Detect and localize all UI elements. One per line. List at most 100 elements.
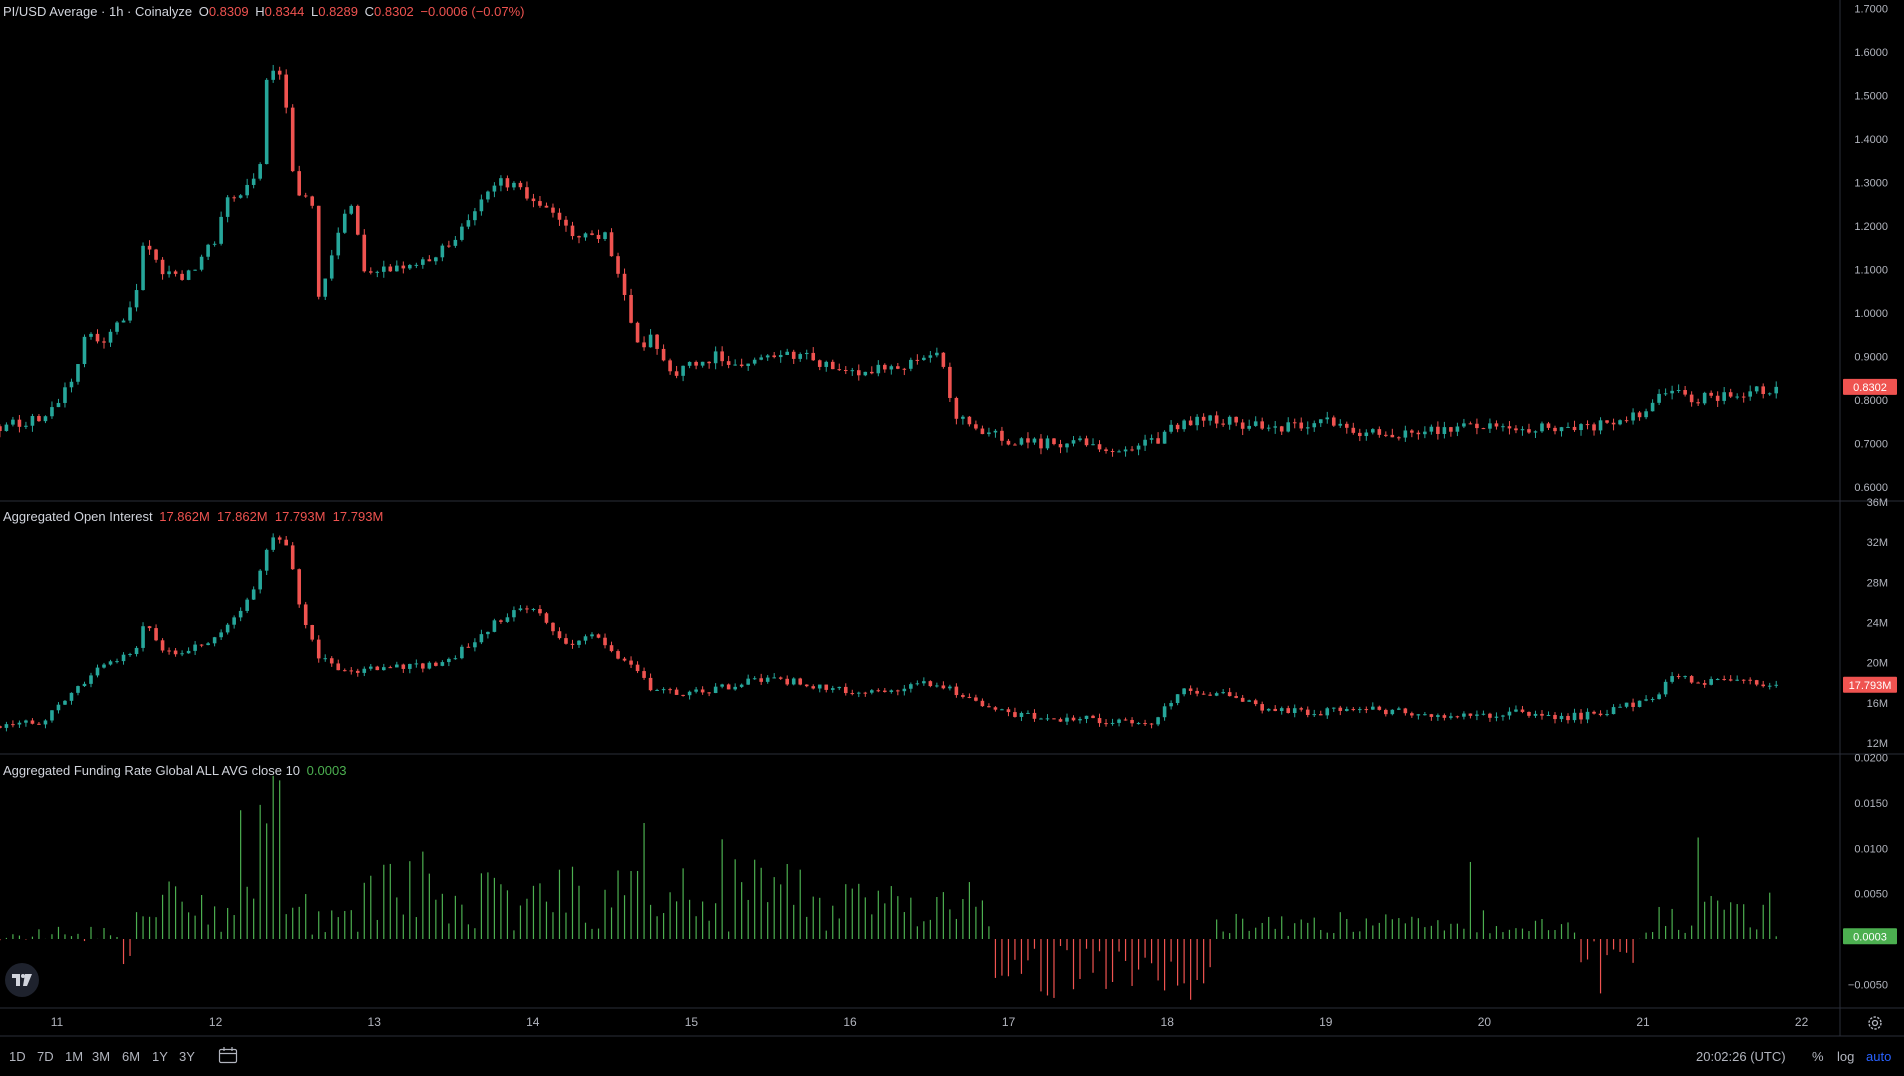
utc-clock[interactable]: 20:02:26 (UTC) — [1696, 1049, 1786, 1064]
price-candle — [310, 196, 315, 206]
timeframe-6m[interactable]: 6M — [122, 1049, 141, 1064]
price-candle — [876, 364, 881, 374]
axes: 1.7000 1.6000 1.5000 1.4000 1.3000 1.2000 1.10… — [0, 0, 1904, 1037]
price-candle — [277, 70, 282, 75]
price-candle — [1039, 438, 1043, 449]
oi-candle — [421, 663, 425, 669]
price-candle — [1169, 424, 1173, 432]
oi-candle — [791, 678, 796, 685]
oi-candle — [961, 695, 965, 697]
price-candle — [329, 255, 334, 279]
oi-candle — [1540, 713, 1544, 716]
oi-candle — [1000, 709, 1004, 711]
symbol-title[interactable]: PI/USD Average · 1h · Coinalyze — [3, 4, 193, 19]
oi-candle — [56, 704, 61, 711]
timeframe-1m[interactable]: 1M — [65, 1049, 84, 1064]
date-range-calendar-icon[interactable] — [218, 1046, 238, 1069]
price-candle — [1234, 416, 1238, 423]
oi-legend: Aggregated Open Interest 17.862M 17.862M… — [3, 509, 386, 524]
price-candle — [1344, 423, 1349, 428]
oi-candle — [1397, 708, 1401, 710]
oi-candle — [674, 689, 679, 695]
oi-candle — [557, 631, 562, 639]
timeframe-1y[interactable]: 1Y — [152, 1049, 168, 1064]
oi-candle — [1462, 713, 1466, 717]
price-tick-label: 1.6000 — [1854, 47, 1888, 59]
oi-candle — [531, 608, 536, 610]
price-candle — [785, 351, 790, 355]
oi-candle — [1709, 679, 1713, 685]
price-candle — [817, 360, 822, 367]
price-candle — [811, 352, 816, 361]
price-candle — [1605, 420, 1609, 423]
timeframe-3m[interactable]: 3M — [92, 1049, 111, 1064]
price-candle — [486, 191, 490, 200]
funding-rate-pane[interactable] — [0, 775, 1777, 1000]
oi-candle — [622, 658, 627, 661]
oi-candle — [1240, 697, 1245, 702]
price-candle — [1305, 427, 1310, 429]
oi-candle — [837, 686, 842, 689]
price-candle — [297, 171, 302, 196]
price-candle — [95, 333, 100, 342]
price-candle — [1553, 427, 1557, 432]
oi-candle — [108, 661, 113, 665]
oi-candle — [1364, 709, 1369, 711]
price-candle — [186, 270, 191, 280]
price-candle — [1084, 438, 1089, 446]
oi-candle — [69, 692, 74, 701]
price-candle — [1117, 451, 1121, 453]
oi-candle — [1390, 709, 1395, 715]
oi-candle — [1006, 709, 1011, 713]
price-candle — [1767, 393, 1772, 395]
open-interest-pane[interactable] — [0, 533, 1779, 732]
price-candle — [733, 364, 737, 366]
oi-candle — [30, 720, 35, 724]
price-candle — [974, 424, 978, 429]
price-candle — [11, 419, 15, 425]
oi-candle — [1572, 712, 1577, 721]
price-candle — [1273, 426, 1278, 428]
timeframe-7d[interactable]: 7D — [37, 1049, 54, 1064]
price-candle — [1403, 430, 1408, 438]
oi-candle — [1455, 716, 1460, 718]
settings-gear-icon[interactable] — [1866, 1014, 1884, 1037]
price-candle — [987, 432, 991, 435]
price-candle — [1559, 427, 1564, 432]
auto-scale-toggle[interactable]: auto — [1866, 1049, 1892, 1064]
price-candle — [909, 359, 913, 369]
price-candle — [557, 212, 562, 220]
price-candle — [1136, 445, 1141, 450]
price-candle — [1754, 386, 1759, 392]
price-candle — [603, 232, 607, 240]
oi-last-value-label: 17.793M — [1849, 680, 1892, 692]
calendar-glyph — [218, 1047, 238, 1064]
log-scale-toggle[interactable]: log — [1837, 1049, 1855, 1064]
oi-candle — [830, 688, 835, 690]
oi-title[interactable]: Aggregated Open Interest — [3, 509, 153, 524]
price-candle — [518, 182, 523, 188]
oi-candle — [1019, 712, 1024, 717]
price-candle — [1709, 392, 1713, 396]
price-candle — [1351, 427, 1356, 433]
price-candle — [1611, 422, 1616, 425]
tradingview-logo-icon[interactable] — [5, 963, 39, 997]
percent-scale-toggle[interactable]: % — [1812, 1049, 1824, 1064]
timeframe-3y[interactable]: 3Y — [179, 1049, 195, 1064]
price-candle — [1097, 444, 1102, 450]
time-axis-label: 19 — [1319, 1015, 1333, 1029]
price-tick-label: 0.8000 — [1854, 395, 1888, 407]
oi-candle — [655, 689, 659, 691]
timeframe-1d[interactable]: 1D — [9, 1049, 26, 1064]
price-candle — [1149, 438, 1154, 440]
funding-title[interactable]: Aggregated Funding Rate Global ALL AVG c… — [3, 763, 301, 778]
price-candle — [212, 243, 217, 245]
oi-candle — [128, 654, 132, 656]
price-pane[interactable] — [0, 64, 1779, 457]
oi-tick-label: 20M — [1867, 658, 1888, 670]
time-axis-label: 20 — [1478, 1015, 1492, 1029]
oi-candle — [1371, 706, 1375, 710]
price-candle — [362, 234, 367, 272]
